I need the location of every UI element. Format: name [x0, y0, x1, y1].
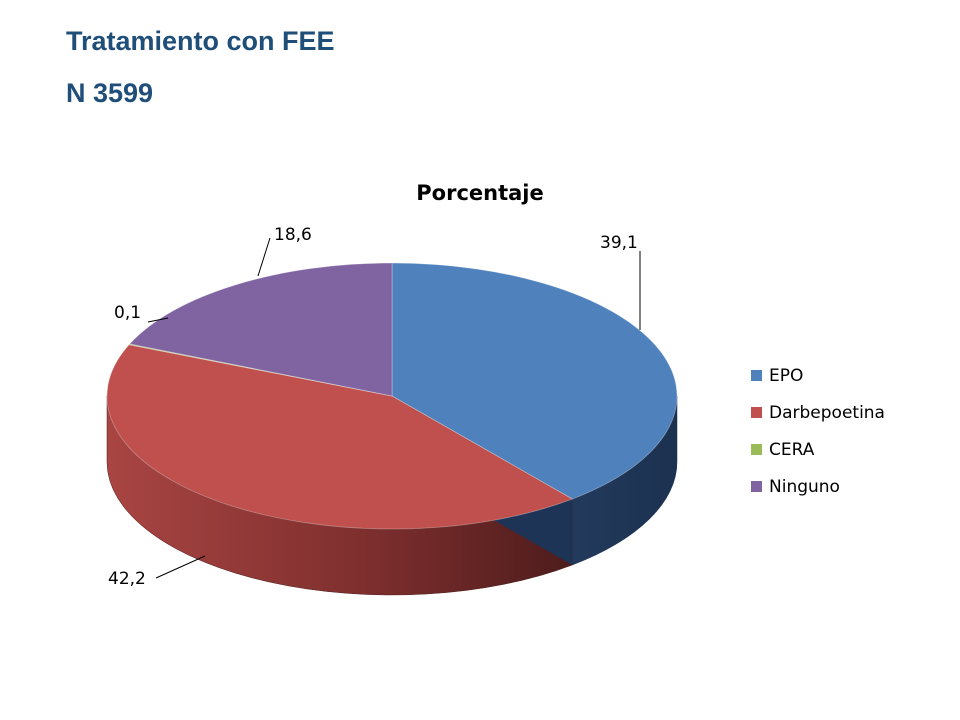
legend-label-cera: CERA [769, 440, 815, 460]
legend-swatch-cera [751, 444, 762, 455]
legend-swatch-ninguno [751, 481, 762, 492]
data-label-ninguno: 18,6 [274, 225, 312, 245]
legend-label-darbepoetina: Darbepoetina [769, 403, 885, 423]
slice-cera [128, 343, 393, 397]
data-label-cera: 0,1 [114, 303, 141, 323]
data-label-darbepoetina: 42,2 [108, 569, 146, 589]
leader-line [155, 555, 206, 579]
data-label-epo: 39,1 [600, 233, 638, 253]
legend-label-epo: EPO [769, 366, 803, 386]
slice-ninguno [128, 262, 393, 397]
slice-epo [391, 262, 678, 500]
legend: EPO Darbepoetina CERA Ninguno [751, 366, 885, 497]
page-title: Tratamiento con FEE [66, 26, 335, 56]
slice-darbepoetina [106, 344, 574, 530]
sample-size: N 3599 [66, 78, 154, 108]
leader-line [147, 317, 169, 323]
leader-line [257, 237, 271, 277]
legend-swatch-epo [751, 370, 762, 381]
pie-slices [106, 262, 678, 530]
data-labels: 39,1 42,2 0,1 18,6 [108, 225, 641, 589]
chart-title: Porcentaje [416, 181, 543, 205]
legend-swatch-darbepoetina [751, 407, 762, 418]
legend-label-ninguno: Ninguno [769, 477, 840, 497]
